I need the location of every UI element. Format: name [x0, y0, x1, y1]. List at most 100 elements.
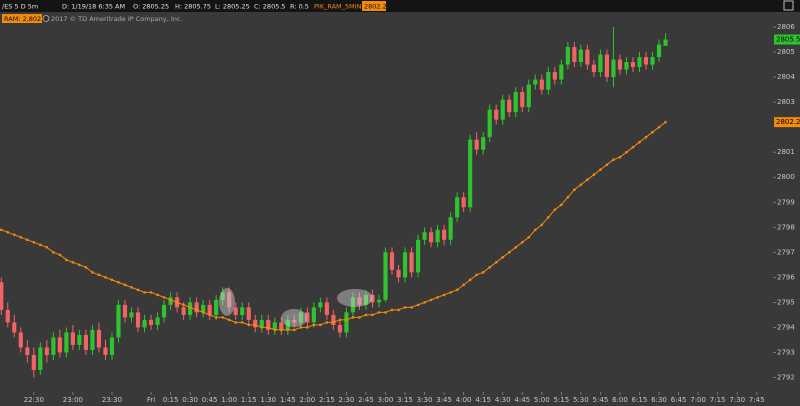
header-bar	[0, 0, 800, 12]
x-tick-label: 5:30	[573, 396, 589, 404]
candle-body	[135, 312, 141, 328]
x-tick-label: 4:15	[475, 396, 491, 404]
badge: RAM: 2,802.2	[4, 15, 47, 23]
moving-average-dot	[416, 303, 420, 307]
moving-average-dot	[377, 311, 381, 314]
candle-body	[318, 302, 323, 308]
candle-body	[376, 299, 382, 303]
moving-average-dot	[156, 293, 159, 297]
candle-body	[70, 332, 75, 345]
moving-average-dot	[143, 291, 146, 294]
moving-average-dot	[644, 135, 648, 139]
x-tick-label: 4:00	[456, 396, 472, 404]
candle-body	[279, 322, 284, 330]
y-tick-label: 2801	[777, 148, 795, 156]
moving-average-dot	[651, 130, 654, 134]
highlight	[337, 289, 373, 307]
x-tick-label: 5:45	[593, 396, 609, 404]
moving-average-dot	[442, 293, 446, 297]
moving-average-dot	[201, 311, 205, 314]
candle-body	[415, 239, 421, 273]
moving-average-dot	[332, 321, 335, 324]
moving-average-dot	[78, 263, 81, 267]
candle-body	[396, 269, 401, 278]
candle-body	[207, 304, 212, 315]
moving-average-dot	[455, 288, 459, 292]
moving-average-dot	[533, 228, 537, 232]
moving-average-dot	[247, 323, 251, 327]
moving-average-dot	[429, 298, 433, 302]
moving-average-dot	[188, 306, 192, 309]
moving-average-dot	[293, 328, 296, 332]
candle-body	[565, 47, 570, 65]
candle-body	[546, 72, 551, 90]
candle-body	[455, 197, 460, 218]
moving-average-dot	[449, 291, 452, 294]
x-tick-label: 23:30	[102, 396, 122, 404]
moving-average-dot	[39, 243, 42, 247]
moving-average-dot	[560, 203, 563, 207]
moving-average-dot	[403, 306, 407, 309]
moving-average-dot	[240, 321, 244, 324]
header-info: D: 1/19/18 6:35 AM	[62, 3, 125, 11]
copyright: 2017 © TD Ameritrade IP Company, Inc.	[51, 15, 183, 23]
y-tick-label: 2794	[777, 323, 795, 331]
window-icon[interactable]	[783, 0, 794, 11]
moving-average-dot	[345, 318, 348, 322]
candle-body	[383, 252, 388, 300]
moving-average-dot	[605, 163, 609, 167]
candle-body	[18, 332, 23, 348]
candle-body	[51, 337, 56, 355]
y-tick-label: 2806	[777, 23, 795, 31]
ma-value-label: 2802.2	[776, 118, 800, 126]
candle-body	[311, 307, 316, 323]
moving-average-dot	[234, 321, 238, 324]
candle-body	[435, 229, 440, 243]
study-value-box	[362, 1, 386, 11]
x-tick-label: 1:30	[260, 396, 276, 404]
y-tick-label: 2798	[777, 223, 795, 231]
header-info: L: 2805.25	[215, 3, 250, 11]
x-tick-label: 4:45	[514, 396, 530, 404]
candle-body	[201, 304, 206, 313]
moving-average-dot	[91, 271, 94, 274]
moving-average-dot	[371, 313, 374, 317]
ma-value-box	[774, 117, 800, 128]
moving-average-dot	[58, 253, 62, 257]
candle-body	[507, 99, 512, 113]
candle-body	[305, 312, 310, 323]
moving-average-dot	[123, 283, 127, 287]
moving-average-dot	[384, 311, 387, 314]
candle-body	[429, 232, 434, 243]
candle-body	[155, 317, 160, 325]
moving-average-dot	[325, 321, 329, 324]
moving-average-dot	[618, 155, 622, 159]
moving-average-dot	[592, 173, 596, 177]
candle-body	[630, 62, 636, 68]
candle-body	[0, 282, 4, 310]
moving-average-dot	[351, 316, 355, 319]
moving-average-dot	[273, 328, 277, 332]
candle-body	[129, 312, 134, 318]
copyright-icon	[42, 15, 50, 22]
moving-average-dot	[227, 318, 231, 322]
x-tick-label: 7:15	[710, 396, 726, 404]
moving-average-dot	[494, 261, 498, 264]
candle-body	[44, 347, 49, 355]
header-info: C: 2805.5	[254, 3, 286, 11]
plot	[0, 27, 668, 378]
candle-body	[83, 334, 89, 350]
candle-body	[533, 79, 538, 85]
x-tick-label: 22:30	[24, 396, 44, 404]
candle-body	[148, 319, 154, 325]
moving-average-dot	[162, 296, 166, 299]
x-tick-label: 6:00	[612, 396, 628, 404]
header-info: R: 0.5	[290, 3, 309, 11]
x-tick-label: 1:45	[280, 396, 296, 404]
moving-average-dot	[488, 266, 492, 269]
candle-body	[461, 197, 466, 208]
candle-body	[578, 49, 583, 63]
candle-body	[520, 92, 525, 108]
candle-body	[474, 139, 479, 150]
